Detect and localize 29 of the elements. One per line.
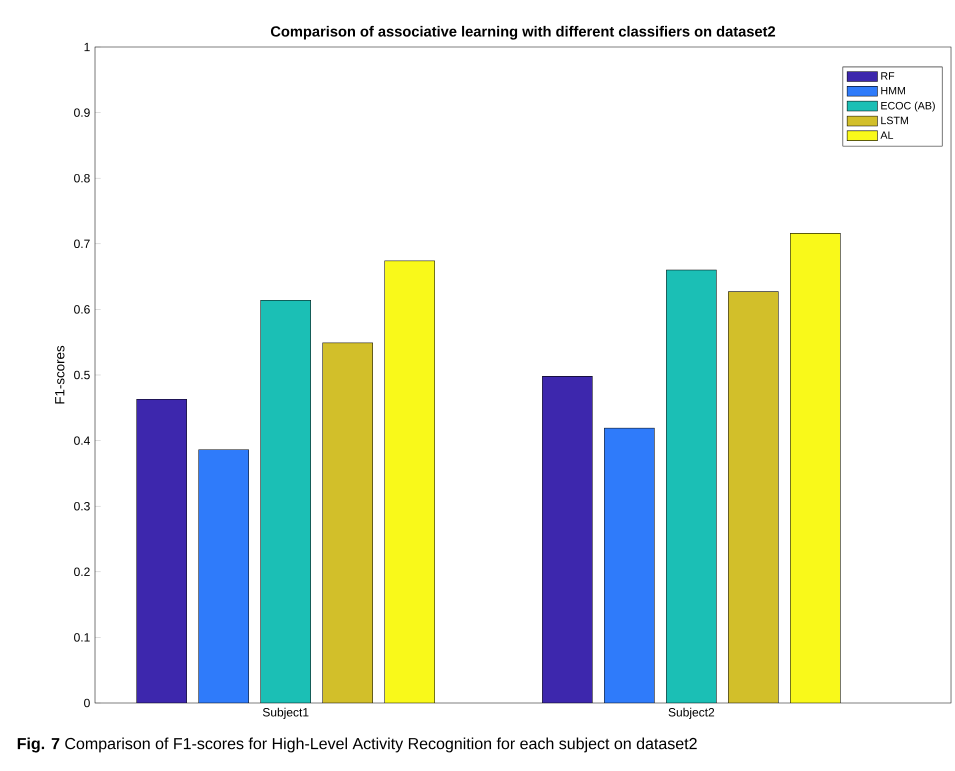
y-tick-label: 0.8 <box>74 174 90 182</box>
chart-title: Comparison of associative learning with different classifiers on dataset2 <box>270 26 776 40</box>
bar <box>542 376 593 703</box>
bar <box>790 233 841 703</box>
y-tick-label: 0.4 <box>74 436 90 445</box>
bar <box>322 342 373 703</box>
y-tick-label: 0.3 <box>74 502 90 510</box>
bar <box>136 398 187 703</box>
legend-label: RF <box>881 72 894 80</box>
text: Fig. 7 Comparison of F1-scores for High-Level Activity Recognition for each subject on dataset2 <box>18 738 697 752</box>
x-tick-label: Subject1 <box>262 708 308 719</box>
bar <box>384 260 435 703</box>
y-tick-label: 0.6 <box>74 305 90 314</box>
y-tick-label: 0.7 <box>74 240 90 248</box>
legend-label: ECOC (AB) <box>881 102 935 112</box>
legend-label: AL <box>880 131 894 139</box>
y-axis-title: F1-scores <box>55 346 64 404</box>
y-tick-label: 0.1 <box>74 633 90 642</box>
y-tick-label: 0 <box>84 698 90 708</box>
legend-label: HMM <box>881 86 906 94</box>
x-tick-label: Subject2 <box>668 708 714 719</box>
bar <box>728 291 779 703</box>
y-tick-label: 0.2 <box>74 568 90 576</box>
bar <box>198 450 249 703</box>
y-tick-label: 0.9 <box>74 108 90 117</box>
bar <box>604 428 655 703</box>
y-tick-label: 0.5 <box>74 370 90 380</box>
legend-label: LSTM <box>881 116 908 124</box>
y-tick-label: 1 <box>84 42 90 52</box>
